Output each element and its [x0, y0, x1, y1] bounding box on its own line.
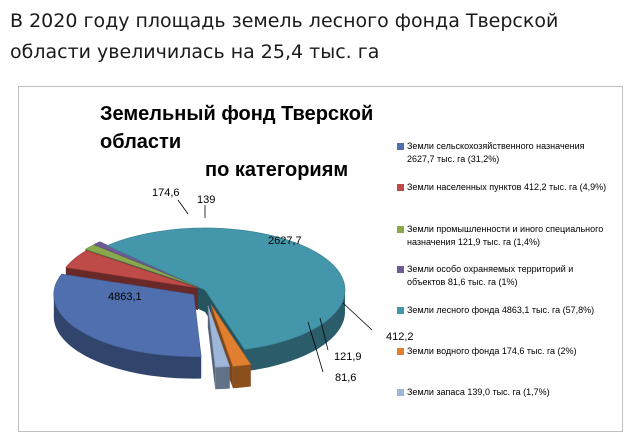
leader-line-water	[177, 199, 189, 215]
chart-title-line-2: по категориям	[205, 159, 349, 181]
slice-agricultural	[53, 273, 202, 357]
slice-reserve	[207, 305, 231, 368]
chart-title: Земельный фонд Тверской области по катег…	[95, 100, 395, 184]
slice-rim-reserve	[215, 366, 230, 390]
legend-label: Земли лесного фонда 4863,1 тыс. га (57,8…	[407, 305, 595, 315]
slice-wall-reserve	[207, 305, 216, 390]
slice-rim-forest	[244, 290, 345, 372]
data-label-forest: 4863,1	[108, 291, 142, 303]
leader-line-settlements	[342, 302, 373, 331]
legend-swatch	[397, 226, 404, 233]
legend-label: Земли населенных пунктов 412,2 тыс. га (…	[407, 182, 607, 192]
slice-water	[210, 304, 252, 367]
legend-swatch	[397, 307, 404, 314]
legend-label: Земли сельскохозяйственного назначения 2…	[407, 141, 585, 164]
leader-line-industry	[319, 317, 329, 351]
slice-rim-water	[232, 364, 251, 389]
pie-top-layer	[53, 227, 346, 368]
data-label-industry: 121,9	[334, 351, 362, 363]
chart-title-line-1: Земельный фонд Тверской области	[100, 103, 374, 153]
legend-label: Земли водного фонда 174,6 тыс. га (2%)	[407, 346, 577, 356]
legend-swatch	[397, 143, 404, 150]
headline: В 2020 году площадь земель лесного фонда…	[10, 10, 559, 63]
data-label-agricultural: 2627,7	[268, 235, 302, 247]
legend-label: Земли промышленности и иного специальног…	[407, 224, 604, 247]
slice-rim-agricultural	[53, 295, 202, 379]
legend-swatch	[397, 348, 404, 355]
legend-label: Земли запаса 139,0 тыс. га (1,7%)	[407, 387, 550, 397]
data-label-settlements: 412,2	[386, 331, 414, 343]
data-label-water: 174,6	[152, 187, 180, 199]
slice-industry	[84, 244, 198, 287]
legend-swatch	[397, 389, 404, 396]
legend-swatch	[397, 266, 404, 273]
leader-line-protected	[307, 321, 324, 373]
slice-forest	[106, 227, 346, 350]
slice-settlements	[65, 250, 199, 289]
data-label-reserve: 139	[197, 194, 215, 206]
legend-label: Земли особо охраняемых территорий и объе…	[407, 264, 574, 287]
legend-swatch	[397, 184, 404, 191]
data-label-protected: 81,6	[335, 372, 356, 384]
